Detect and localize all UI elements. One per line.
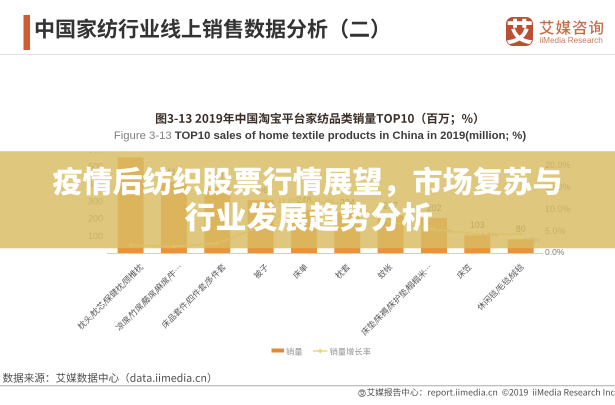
svg-text:iiMedia Research: iiMedia Research	[540, 36, 604, 45]
svg-text:0.0%: 0.0%	[545, 247, 565, 257]
svg-text:Figure 3-13 TOP10 sales of hom: Figure 3-13 TOP10 sales of home textile …	[114, 130, 526, 142]
